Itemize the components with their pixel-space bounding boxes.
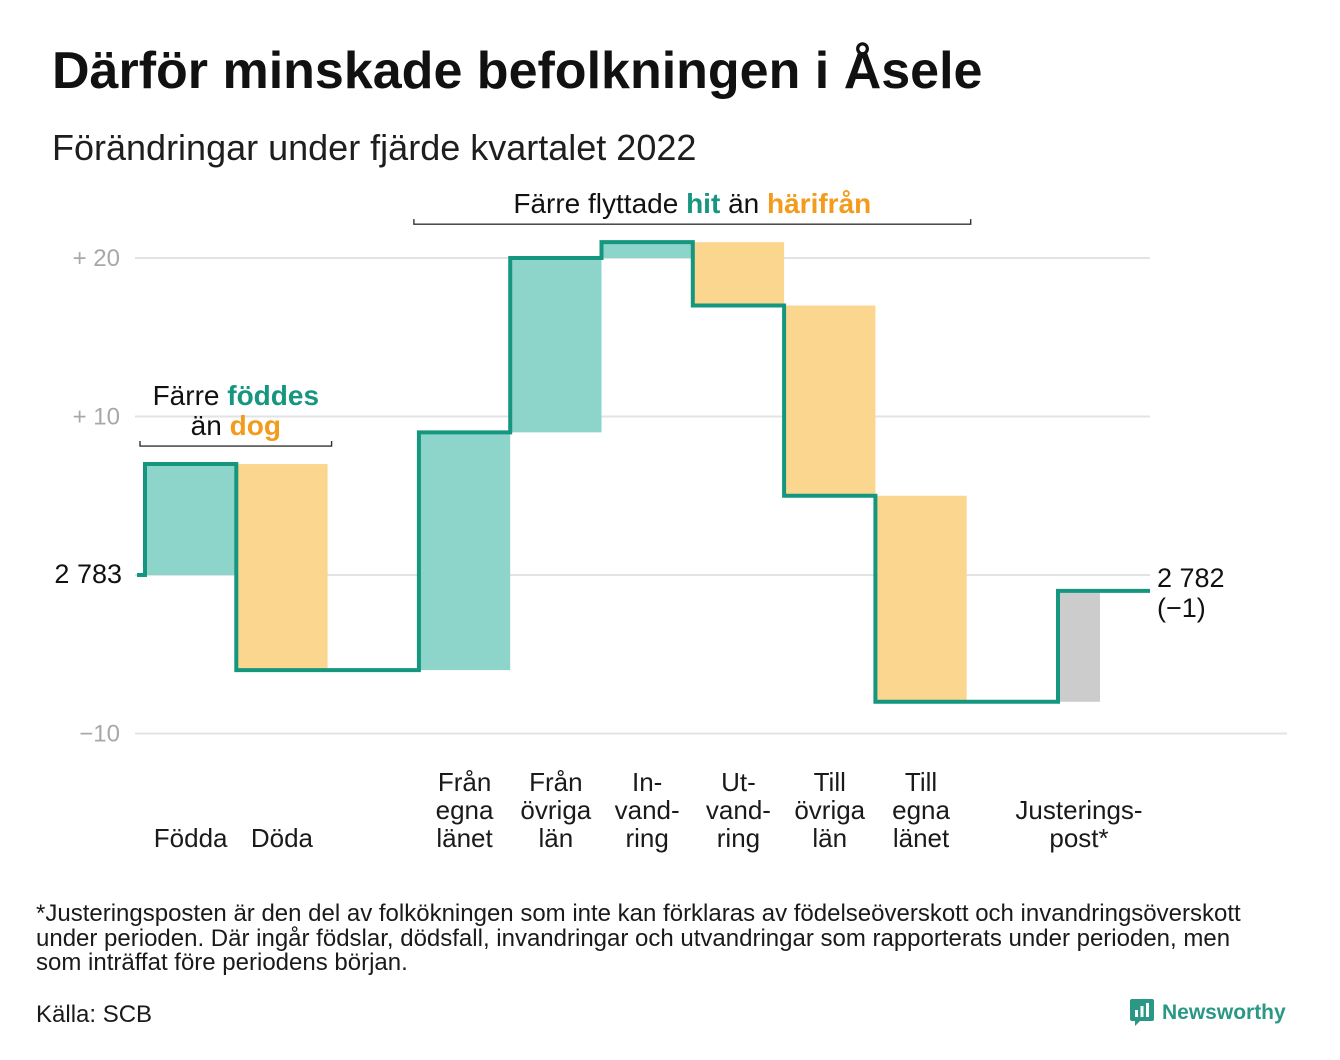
bar-justerings-post (1058, 590, 1100, 702)
bar-fran-egna-lanet (418, 432, 511, 671)
annotation-text: än (720, 188, 767, 219)
bar-till-ovriga-lan (784, 305, 876, 496)
category-label-till-egna-lanet: egna (892, 795, 950, 825)
end-value-label: 2 782 (1157, 563, 1225, 593)
category-label-in-vand-ring: In- (632, 767, 662, 797)
bar-till-egna-lanet (875, 495, 967, 702)
annotation-label: än dog (191, 410, 281, 441)
end-change-label: (−1) (1157, 593, 1206, 623)
category-label-in-vand-ring: vand- (615, 795, 680, 825)
footnote-line: *Justeringsposten är den del av folkökni… (36, 900, 1241, 927)
footnote-line: under perioden. Där ingår födslar, dödsf… (36, 924, 1231, 952)
annotation-text: Färre flyttade (513, 188, 686, 219)
category-label-in-vand-ring: ring (625, 823, 668, 853)
source-label: Källa: SCB (36, 1001, 153, 1028)
brand-name: Newsworthy (1162, 1001, 1286, 1024)
annotation-highlight: härifrån (767, 188, 871, 219)
annotation-label: Färre flyttade hit än härifrån (513, 188, 871, 219)
end-labels: 2 782(−1) (1157, 563, 1225, 623)
bar-ut-vand-ring (692, 242, 785, 306)
bar-doda (236, 464, 328, 671)
bars (145, 242, 1100, 702)
category-label-fran-ovriga-lan: övriga (520, 795, 591, 825)
category-label-ut-vand-ring: vand- (706, 795, 771, 825)
bar-fran-ovriga-lan (510, 258, 602, 433)
annotation: Färre flyttade hit än härifrån (413, 188, 972, 225)
population-step-line (137, 240, 1150, 704)
category-label-justerings-post: post* (1049, 823, 1108, 853)
page-subtitle: Förändringar under fjärde kvartalet 2022 (52, 127, 697, 168)
category-label-till-ovriga-lan: län (812, 823, 847, 853)
annotation-highlight: dog (230, 410, 281, 441)
footnote: *Justeringsposten är den del av folkökni… (36, 900, 1241, 976)
category-label-fran-egna-lanet: egna (436, 795, 494, 825)
page-title: Därför minskade befolkningen i Åsele (52, 42, 983, 100)
y-axis: + 20 + 10 2 783 −10 (54, 245, 122, 748)
category-labels: Födda DödaFrånegnalänetFrånövrigalänIn-va… (154, 767, 1143, 853)
start-value-label: 2 783 (54, 559, 122, 589)
category-label-fran-egna-lanet: länet (436, 823, 493, 853)
bar-in-vand-ring (601, 242, 693, 258)
brand-logo: Newsworthy (1130, 998, 1286, 1028)
category-label-ut-vand-ring: Ut- (721, 767, 756, 797)
chat-bar-chart-icon (1130, 999, 1154, 1026)
step-line-layer (137, 240, 1150, 704)
category-label-fran-ovriga-lan: Från (529, 767, 582, 797)
annotation-text: Färre (153, 380, 228, 411)
category-label-till-egna-lanet: Till (905, 767, 937, 797)
annotation-bracket (413, 219, 972, 225)
y-tick-label: + 10 (73, 404, 120, 431)
category-label-fodda: Födda (154, 823, 228, 853)
category-label-fran-ovriga-lan: län (538, 823, 573, 853)
category-label-fran-egna-lanet: Från (438, 767, 491, 797)
category-label-till-egna-lanet: länet (893, 823, 950, 853)
category-label-justerings-post: Justerings- (1015, 795, 1142, 825)
y-tick-label: −10 (79, 721, 120, 748)
category-label-till-ovriga-lan: Till (814, 767, 846, 797)
category-label-till-ovriga-lan: övriga (794, 795, 865, 825)
y-tick-label: + 20 (73, 245, 120, 272)
annotation-bracket (139, 441, 333, 447)
annotation-highlight: hit (686, 188, 720, 219)
bar-fodda (145, 464, 237, 575)
category-label-ut-vand-ring: ring (717, 823, 760, 853)
annotation-text: än (191, 410, 230, 441)
annotation-highlight: föddes (227, 380, 319, 411)
annotation-label: Färre föddes (153, 380, 319, 411)
footnote-line: som inträffat före periodens början. (36, 949, 408, 976)
category-label-doda: Döda (251, 823, 314, 853)
